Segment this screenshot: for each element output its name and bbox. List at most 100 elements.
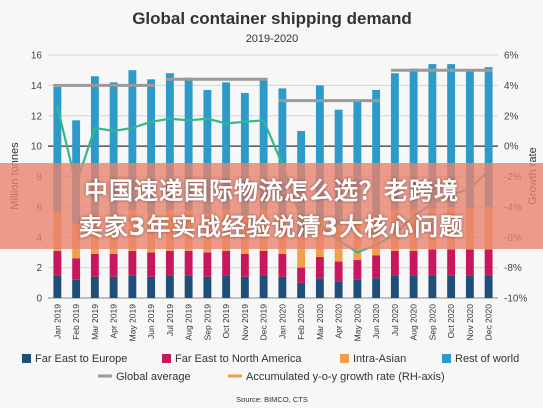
x-tick-label-21: Oct 2020 bbox=[446, 304, 456, 339]
bar-2-7 bbox=[184, 250, 193, 276]
bar-2-4 bbox=[128, 250, 137, 276]
bar-2-13 bbox=[297, 267, 306, 283]
y-tick-label-1: 2 bbox=[36, 263, 42, 274]
growth-rate-point-11 bbox=[262, 119, 265, 122]
bar-2-16 bbox=[353, 260, 362, 280]
y2-tick-label-2: 2% bbox=[504, 111, 519, 122]
legend: Far East to Europe Far East to North Amer… bbox=[22, 353, 519, 383]
bar-1-5 bbox=[147, 276, 156, 298]
bar-2-12 bbox=[278, 253, 287, 277]
bar-1-17 bbox=[372, 278, 381, 298]
growth-rate-point-8 bbox=[206, 117, 209, 120]
bar-2-5 bbox=[147, 252, 156, 277]
bar-2-23 bbox=[484, 249, 493, 276]
bar-1-8 bbox=[203, 276, 212, 298]
bar-2-6 bbox=[165, 250, 174, 276]
x-tick-label-16: May 2020 bbox=[352, 304, 362, 342]
y-tick-label-5: 10 bbox=[31, 142, 43, 153]
bar-4-19 bbox=[409, 68, 418, 210]
x-tick-label-18: Jul 2020 bbox=[390, 304, 400, 336]
legend-label-growth: Accumulated y-o-y growth rate (RH-axis) bbox=[246, 371, 445, 383]
bar-2-20 bbox=[428, 249, 437, 276]
growth-rate-point-2 bbox=[93, 126, 97, 130]
growth-rate-point-16 bbox=[356, 251, 359, 254]
bar-4-21 bbox=[447, 64, 456, 207]
x-tick-label-22: Nov 2020 bbox=[465, 304, 475, 341]
bar-2-22 bbox=[465, 249, 474, 276]
growth-rate-point-6 bbox=[168, 117, 172, 120]
bar-4-0 bbox=[53, 86, 62, 212]
bar-4-6 bbox=[165, 73, 174, 210]
global-average-line bbox=[53, 68, 493, 103]
bar-4-2 bbox=[90, 76, 99, 215]
y2-tick-label-1: 4% bbox=[504, 81, 519, 92]
chart-title: Global container shipping demand bbox=[132, 9, 412, 28]
x-tick-label-2: Mar 2019 bbox=[90, 304, 100, 340]
x-tick-label-0: Jan 2019 bbox=[52, 304, 62, 339]
legend-label-4: Rest of world bbox=[455, 353, 519, 365]
bar-1-4 bbox=[128, 275, 137, 298]
x-tick-label-8: Sep 2019 bbox=[202, 304, 212, 341]
bar-1-20 bbox=[428, 275, 437, 298]
bar-2-15 bbox=[334, 261, 343, 282]
bar-3-13 bbox=[297, 237, 306, 268]
y-tick-label-0: 0 bbox=[36, 294, 42, 305]
bar-4-14 bbox=[315, 85, 324, 220]
bar-4-11 bbox=[259, 79, 268, 210]
x-tick-label-6: Jul 2019 bbox=[165, 304, 175, 336]
bar-1-2 bbox=[90, 276, 99, 298]
bar-1-9 bbox=[222, 275, 231, 298]
bar-1-19 bbox=[409, 275, 418, 298]
bar-4-7 bbox=[184, 77, 193, 210]
x-tick-label-20: Sep 2020 bbox=[427, 304, 437, 341]
bar-4-23 bbox=[484, 67, 493, 207]
bar-2-14 bbox=[315, 256, 324, 279]
bar-4-8 bbox=[203, 89, 212, 213]
bar-1-10 bbox=[240, 276, 249, 298]
chart-subtitle: 2019-2020 bbox=[246, 33, 299, 45]
growth-rate-point-0 bbox=[56, 105, 59, 108]
bar-4-3 bbox=[109, 82, 118, 215]
bar-1-23 bbox=[484, 275, 493, 298]
x-tick-label-23: Dec 2020 bbox=[484, 304, 494, 341]
bar-2-17 bbox=[372, 255, 381, 279]
legend-swatch-1 bbox=[22, 354, 31, 363]
y2-tick-label-8: -10% bbox=[504, 294, 527, 305]
x-tick-label-10: Nov 2019 bbox=[240, 304, 250, 341]
growth-rate-point-10 bbox=[243, 120, 247, 124]
x-axis-ticks: Jan 2019 Feb 2019 Mar 2019 Apr 2019 May 2019… bbox=[52, 304, 493, 342]
x-tick-label-15: Apr 2020 bbox=[334, 304, 344, 339]
bar-2-19 bbox=[409, 250, 418, 276]
y2-tick-label-0: 6% bbox=[504, 51, 519, 62]
bar-2-9 bbox=[222, 250, 231, 276]
x-tick-label-3: Apr 2019 bbox=[109, 304, 119, 339]
bar-1-6 bbox=[165, 275, 174, 298]
x-tick-label-12: Jan 2020 bbox=[277, 304, 287, 339]
legend-swatch-4 bbox=[442, 354, 451, 363]
bar-1-14 bbox=[315, 278, 324, 298]
growth-rate-point-3 bbox=[112, 129, 115, 133]
y-tick-label-7: 14 bbox=[31, 81, 43, 92]
y-tick-label-6: 12 bbox=[31, 111, 43, 122]
bar-2-10 bbox=[240, 253, 249, 277]
growth-rate-point-4 bbox=[131, 126, 134, 130]
legend-label-3: Intra-Asian bbox=[353, 353, 406, 365]
bar-4-9 bbox=[222, 82, 231, 210]
bar-1-3 bbox=[109, 276, 118, 298]
growth-rate-point-5 bbox=[149, 120, 153, 124]
growth-rate-point-7 bbox=[187, 119, 190, 122]
legend-label-2: Far East to North America bbox=[175, 353, 302, 365]
x-tick-label-17: Jun 2020 bbox=[371, 304, 381, 339]
banner-line-1: 中国速递国际物流怎么选？老跨境 bbox=[84, 177, 459, 205]
source-note: Source: BIMCO, CTS bbox=[236, 395, 308, 404]
x-tick-label-5: Jun 2019 bbox=[146, 304, 156, 339]
bar-1-13 bbox=[297, 282, 306, 298]
y2-tick-label-3: 0% bbox=[504, 142, 519, 153]
x-tick-label-4: May 2019 bbox=[127, 304, 137, 342]
overlay-banner: 中国速递国际物流怎么选？老跨境 卖家3年实战经验说清3大核心问题 bbox=[0, 163, 543, 249]
bar-2-21 bbox=[447, 249, 456, 276]
bar-4-12 bbox=[278, 88, 287, 215]
x-tick-label-14: Mar 2020 bbox=[315, 304, 325, 340]
bar-1-22 bbox=[465, 275, 474, 298]
bar-1-1 bbox=[72, 279, 81, 298]
